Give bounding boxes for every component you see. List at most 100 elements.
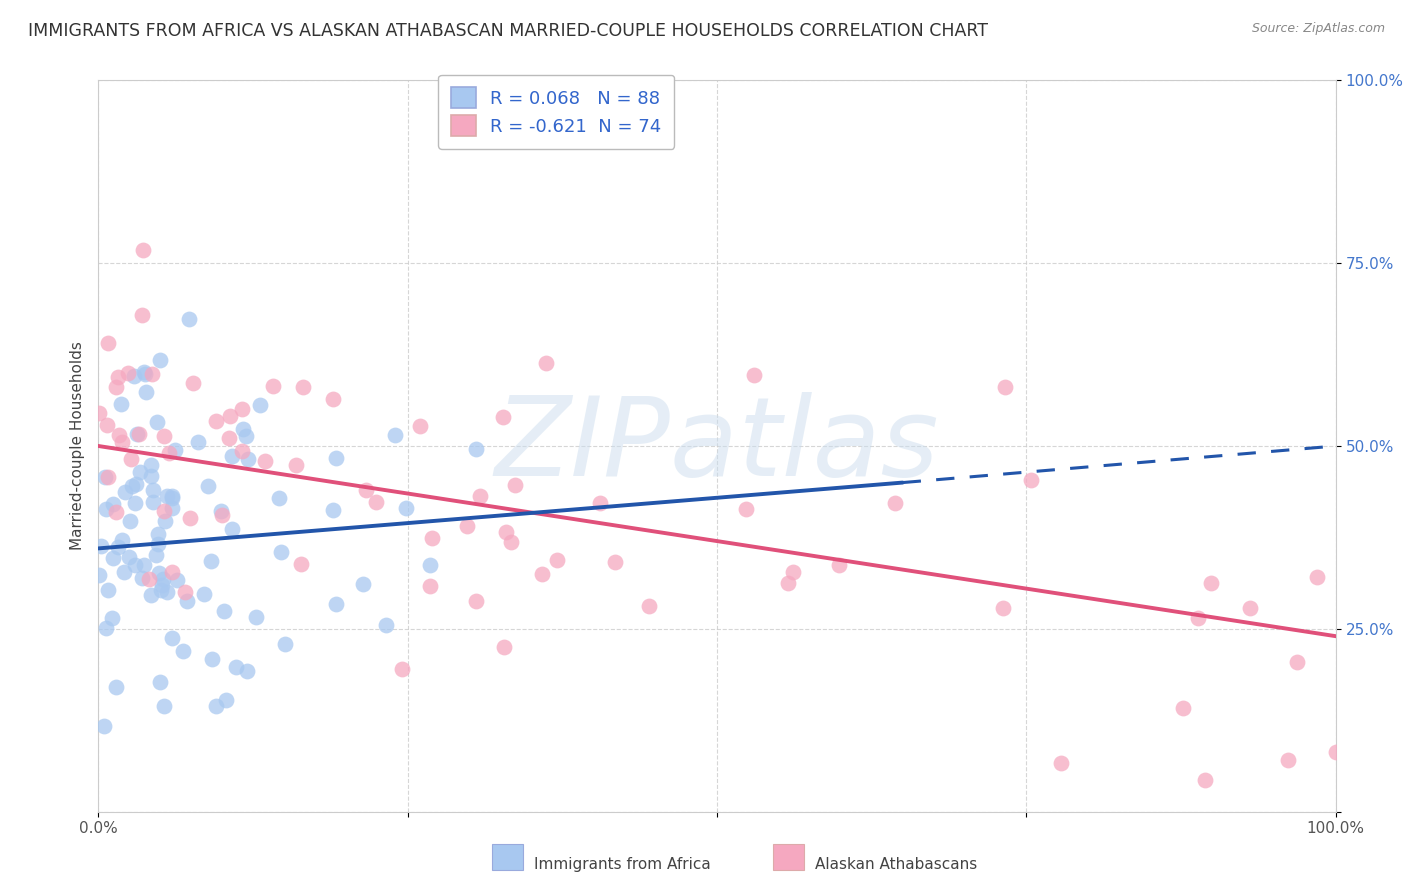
Point xyxy=(776,576,799,591)
Point xyxy=(93,719,115,733)
Point xyxy=(465,442,488,456)
Point xyxy=(1285,655,1308,669)
Point xyxy=(87,568,110,582)
Point xyxy=(1171,701,1194,715)
Y-axis label: Married-couple Households: Married-couple Households xyxy=(69,342,84,550)
Point xyxy=(494,640,516,655)
Point xyxy=(150,578,173,592)
Point xyxy=(152,573,174,587)
Point xyxy=(179,511,201,525)
Point xyxy=(419,579,441,593)
Point xyxy=(160,489,183,503)
Point xyxy=(231,444,253,458)
Point xyxy=(735,501,758,516)
Point xyxy=(94,621,117,635)
Point xyxy=(174,584,197,599)
Point xyxy=(96,418,118,433)
Point xyxy=(274,637,297,651)
Point xyxy=(744,368,766,383)
Point xyxy=(152,429,174,443)
Point xyxy=(267,491,290,506)
Point xyxy=(153,699,176,714)
Text: Alaskan Athabascans: Alaskan Athabascans xyxy=(815,857,977,871)
Point xyxy=(245,609,267,624)
Point xyxy=(146,415,169,429)
Point xyxy=(120,452,142,467)
Point xyxy=(325,597,347,611)
Point xyxy=(110,397,132,411)
Point xyxy=(221,450,243,464)
Point xyxy=(212,604,235,618)
Text: Immigrants from Africa: Immigrants from Africa xyxy=(534,857,711,871)
Point xyxy=(176,594,198,608)
Point xyxy=(97,469,120,483)
Point xyxy=(127,427,149,442)
Point xyxy=(238,452,260,467)
Point xyxy=(384,428,406,442)
Point xyxy=(374,617,396,632)
Point xyxy=(589,496,612,510)
Point xyxy=(290,557,312,571)
Point xyxy=(456,519,478,533)
Point xyxy=(111,533,134,548)
Point xyxy=(364,495,387,509)
Point xyxy=(499,534,522,549)
Point xyxy=(201,652,224,666)
Point xyxy=(146,536,169,550)
Point xyxy=(156,489,179,503)
Point xyxy=(884,496,907,510)
Point xyxy=(492,410,515,425)
Point xyxy=(232,422,254,436)
Point xyxy=(134,365,156,379)
Point xyxy=(249,398,271,412)
Point xyxy=(124,558,146,572)
Point xyxy=(409,419,432,434)
Point xyxy=(122,368,145,383)
Point xyxy=(395,501,418,516)
Text: IMMIGRANTS FROM AFRICA VS ALASKAN ATHABASCAN MARRIED-COUPLE HOUSEHOLDS CORRELATI: IMMIGRANTS FROM AFRICA VS ALASKAN ATHABA… xyxy=(28,22,988,40)
Point xyxy=(270,545,292,559)
Point xyxy=(262,378,284,392)
Point xyxy=(132,244,155,258)
Point xyxy=(157,446,180,460)
Point xyxy=(128,427,150,442)
Point xyxy=(156,584,179,599)
Point xyxy=(101,551,124,566)
Point xyxy=(149,583,172,598)
Point xyxy=(146,527,169,541)
Point xyxy=(352,577,374,591)
Point xyxy=(153,503,176,517)
Point xyxy=(495,524,517,539)
Point xyxy=(827,558,849,572)
Point xyxy=(90,539,112,553)
Point xyxy=(546,552,568,566)
Point xyxy=(141,589,163,603)
Point xyxy=(505,478,527,492)
Point xyxy=(149,675,172,690)
Point xyxy=(534,356,557,370)
Point xyxy=(179,312,201,326)
Point xyxy=(236,665,259,679)
Point xyxy=(112,565,135,579)
Point xyxy=(200,553,222,567)
Point xyxy=(131,571,153,585)
Point xyxy=(114,485,136,500)
Point xyxy=(1277,753,1299,767)
Point xyxy=(107,540,129,554)
Point xyxy=(111,435,134,450)
Point xyxy=(1306,570,1329,584)
Point xyxy=(141,367,163,381)
Point xyxy=(148,352,170,367)
Point xyxy=(291,380,314,394)
Point xyxy=(132,558,155,572)
Point xyxy=(1050,756,1073,771)
Point xyxy=(107,369,129,384)
Point xyxy=(166,573,188,587)
Point xyxy=(1239,601,1261,615)
Point xyxy=(994,380,1017,394)
Point xyxy=(172,644,194,658)
Point xyxy=(197,479,219,493)
Point xyxy=(214,692,236,706)
Point xyxy=(108,427,131,442)
Point xyxy=(89,406,111,420)
